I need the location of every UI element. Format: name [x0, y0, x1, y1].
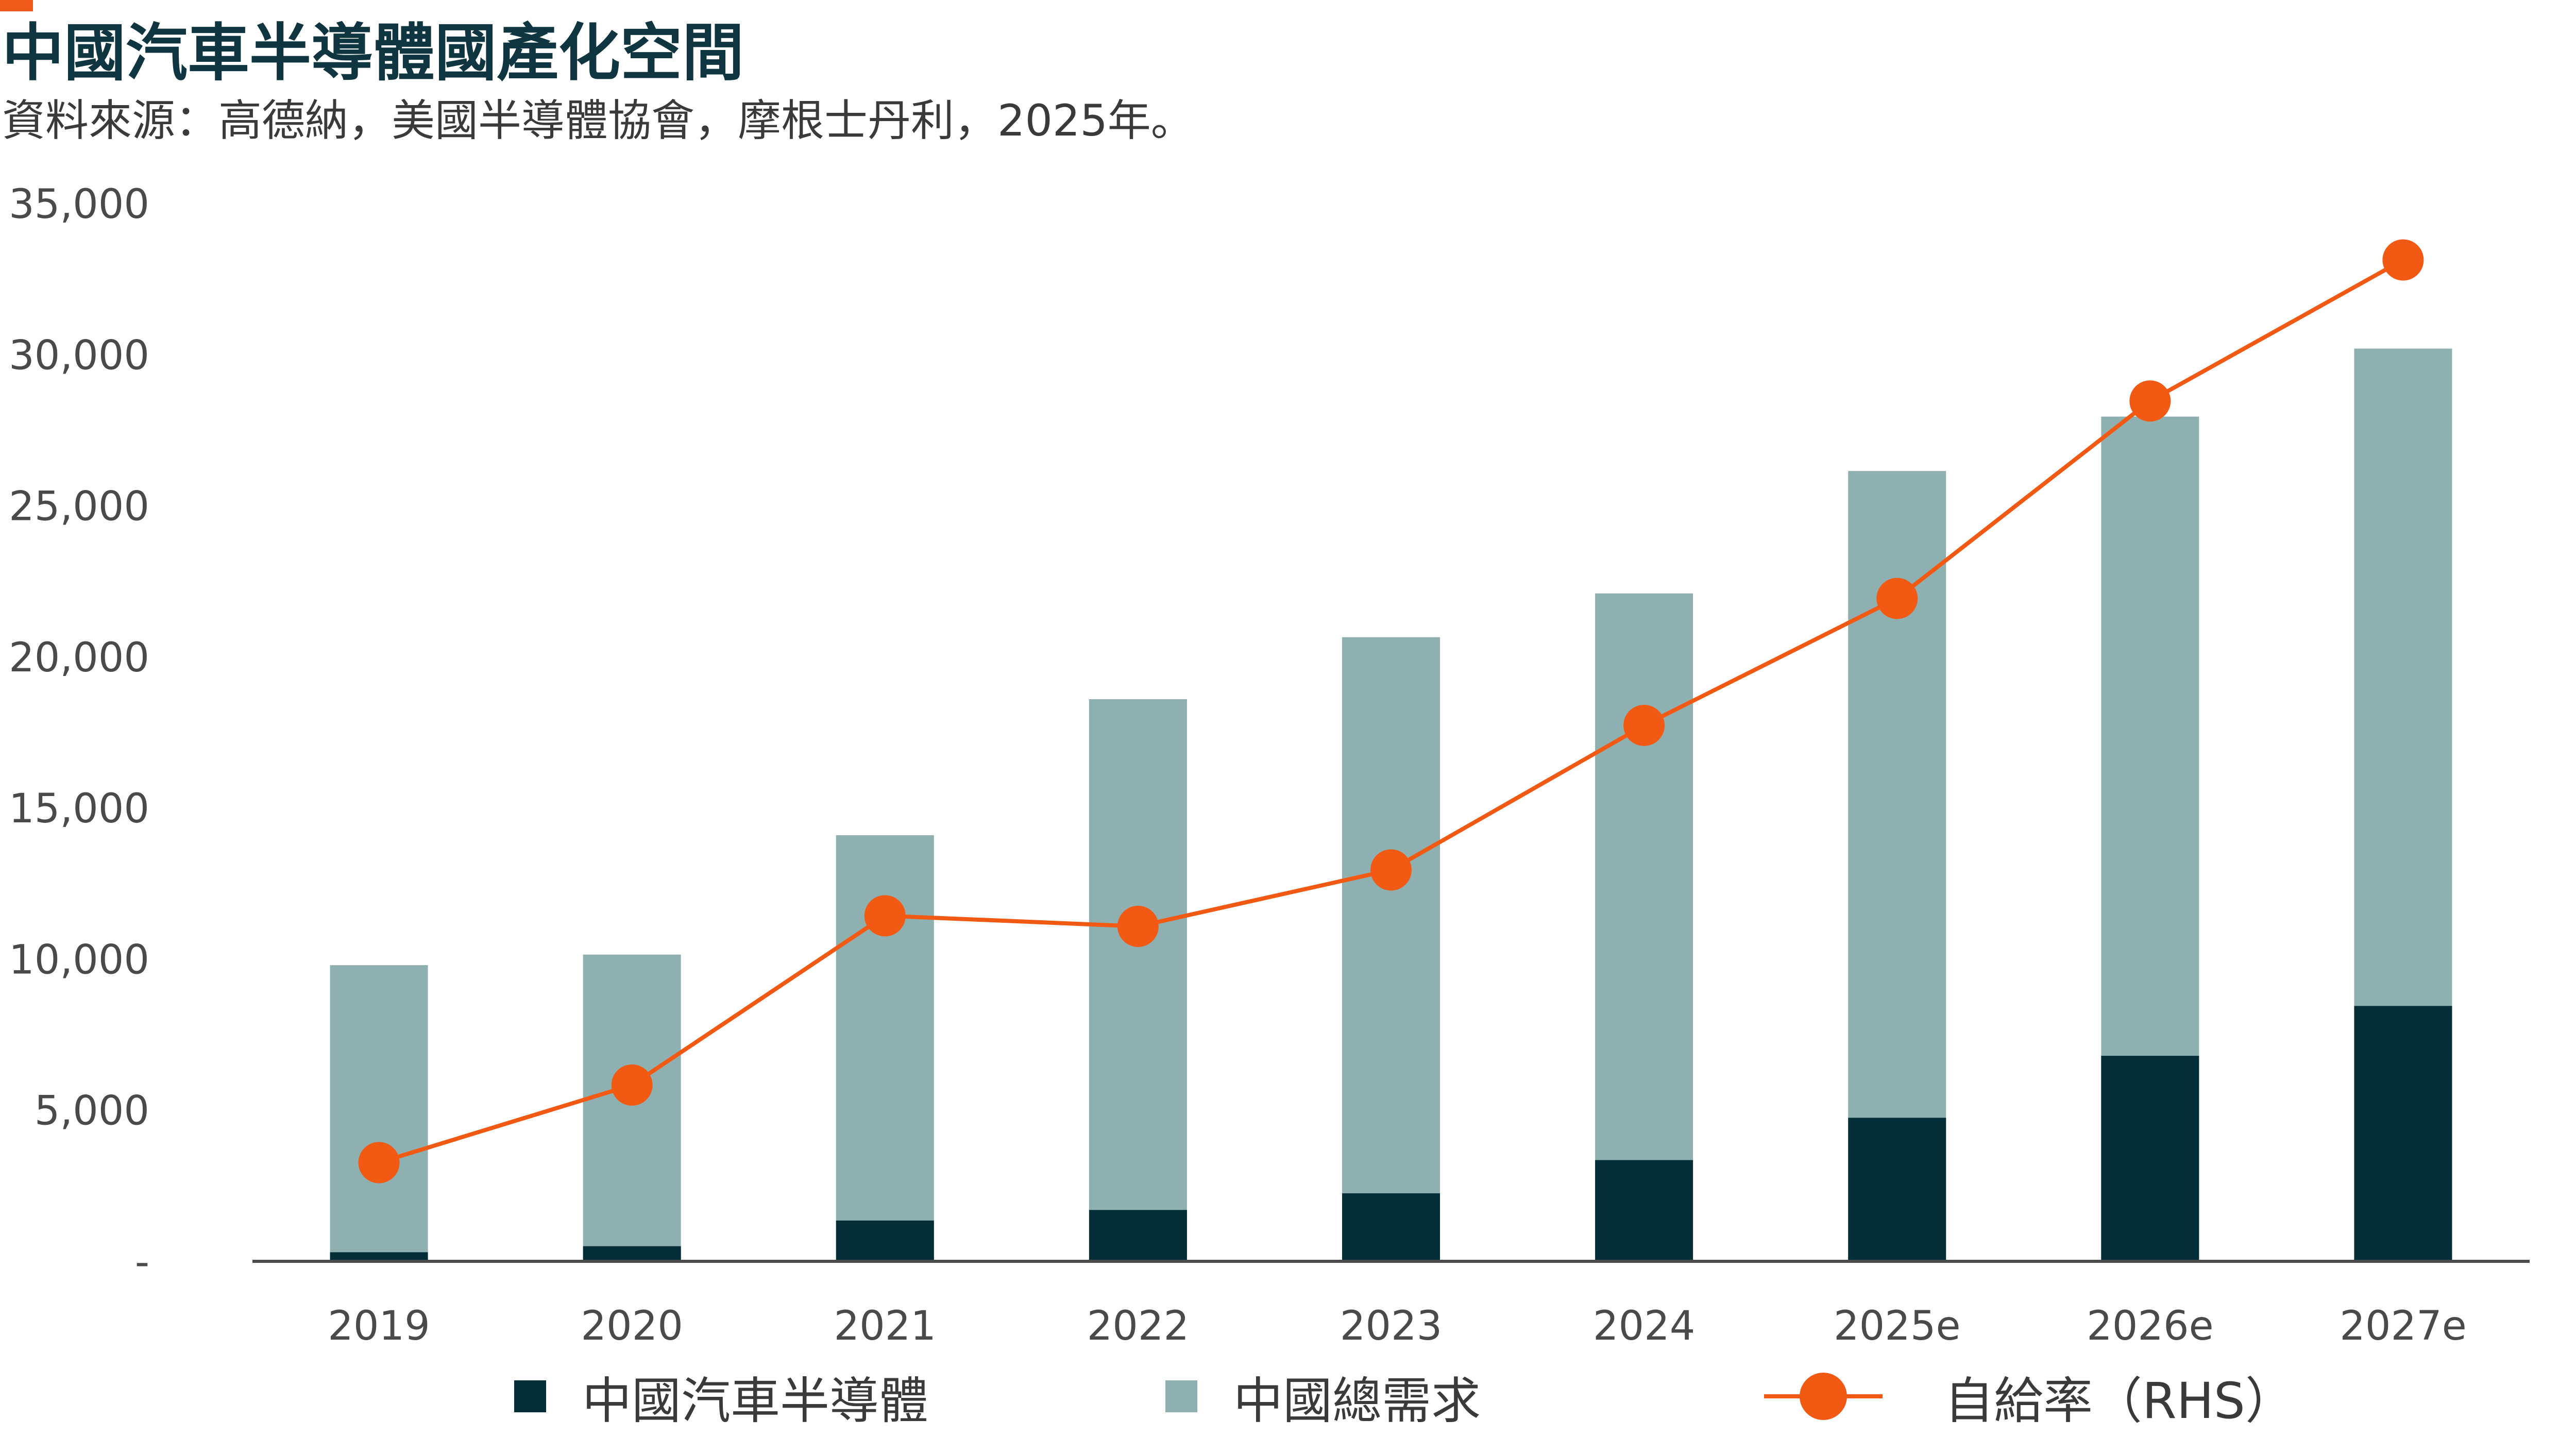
self-sufficiency-point	[358, 1142, 400, 1184]
self-sufficiency-point	[1117, 905, 1159, 947]
left-tick-label: 5,000	[35, 1088, 149, 1135]
auto-semis-bars	[330, 1006, 2452, 1261]
legend: 中國汽車半導體 中國總需求 自給率（RHS）	[0, 1360, 2576, 1453]
self-sufficiency-point	[1623, 704, 1665, 746]
bar-auto-semis	[1342, 1193, 1440, 1261]
legend-label-total-demand: 中國總需求	[1233, 1372, 1481, 1430]
self-sufficiency-point	[2382, 239, 2424, 281]
legend-item-self-sufficiency: 自給率（RHS）	[1764, 1360, 2295, 1432]
bar-auto-semis	[330, 1252, 428, 1261]
bar-total-demand	[1089, 699, 1187, 1261]
bar-total-demand	[1595, 593, 1693, 1261]
x-tick-label: 2024	[1593, 1303, 1696, 1349]
legend-item-total-demand: 中國總需求	[1165, 1360, 1481, 1432]
left-tick-label: 15,000	[9, 786, 149, 832]
self-sufficiency-point	[864, 895, 906, 937]
left-tick-label: 10,000	[9, 937, 149, 983]
legend-label-self-sufficiency: 自給率（RHS）	[1944, 1372, 2295, 1430]
x-tick-label: 2021	[834, 1303, 937, 1349]
x-tick-label: 2025e	[1834, 1303, 1961, 1349]
left-tick-label: 35,000	[9, 181, 149, 228]
bar-auto-semis	[2101, 1056, 2199, 1261]
legend-label-auto-semis: 中國汽車半導體	[582, 1372, 928, 1430]
self-sufficiency-point	[1370, 849, 1412, 891]
chart-title: 中國汽車半導體國產化空間	[2, 18, 744, 89]
x-tick-label: 2027e	[2340, 1303, 2467, 1349]
bar-auto-semis	[583, 1246, 681, 1261]
legend-item-auto-semis: 中國汽車半導體	[514, 1360, 928, 1432]
self-sufficiency-point	[2129, 380, 2171, 422]
bar-auto-semis	[836, 1220, 934, 1261]
self-sufficiency-points	[358, 239, 2424, 1184]
legend-swatch-total-demand	[1165, 1380, 1197, 1412]
bar-total-demand	[330, 965, 428, 1261]
chart-source: 資料來源：高德納，美國半導體協會，摩根士丹利，2025年。	[2, 95, 1194, 146]
x-tick-label: 2019	[328, 1303, 430, 1349]
left-tick-label: 30,000	[9, 332, 149, 379]
self-sufficiency-point	[611, 1064, 653, 1106]
bar-total-demand	[1342, 637, 1440, 1261]
x-tick-label: 2023	[1340, 1303, 1443, 1349]
left-axis-ticks: - 5,000 10,000 15,000 20,000 25,000 30,000 35,0…	[9, 181, 149, 1286]
x-tick-label: 2022	[1087, 1303, 1190, 1349]
x-axis-ticks: 2019 2020 2021 2022 2023 2024 2025e 2026e 2027e	[328, 1303, 2466, 1349]
x-tick-label: 2026e	[2087, 1303, 2214, 1349]
bar-total-demand	[583, 954, 681, 1261]
bar-auto-semis	[1595, 1160, 1693, 1261]
x-tick-label: 2020	[581, 1303, 683, 1349]
bar-auto-semis	[1848, 1118, 1946, 1261]
legend-line-marker-icon	[1764, 1373, 1883, 1420]
self-sufficiency-point	[1876, 578, 1918, 619]
bar-auto-semis	[1089, 1210, 1187, 1261]
accent-bar	[0, 0, 33, 11]
left-tick-label: 25,000	[9, 484, 149, 530]
left-tick-label: -	[135, 1239, 149, 1286]
legend-swatch-auto-semis	[514, 1380, 546, 1412]
bar-auto-semis	[2354, 1006, 2452, 1261]
left-tick-label: 20,000	[9, 635, 149, 681]
